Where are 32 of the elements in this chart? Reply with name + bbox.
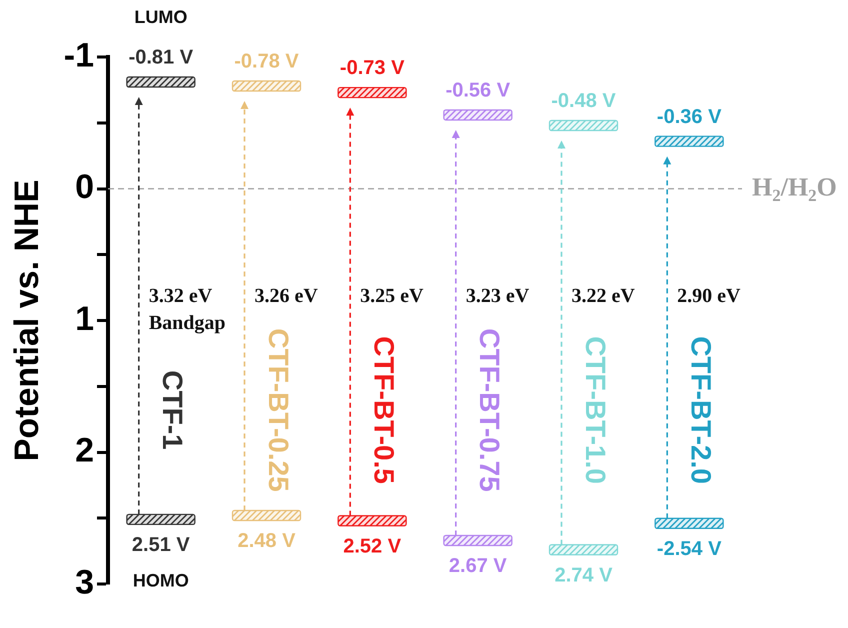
annotation: 3.32 eV Bandgap bbox=[148, 284, 226, 334]
annotation: -2.54 V bbox=[656, 538, 722, 560]
data-label: 2.74 V bbox=[554, 564, 614, 586]
x-tick-label: CTF-BT-0.5 bbox=[368, 336, 400, 484]
x-tick-label: CTF-BT-0.75 bbox=[474, 328, 506, 492]
data-label: 2.48 V bbox=[238, 530, 296, 552]
annotation: 3.23 eV bbox=[466, 284, 530, 307]
x-tick-label: CTF-1 bbox=[157, 370, 188, 450]
text: LUMO bbox=[134, 7, 188, 27]
x-tick-label: CTF-BT-1.0 bbox=[580, 336, 611, 484]
annotation: 2.90 eV bbox=[677, 284, 742, 307]
y-tick-label: 3 bbox=[75, 563, 94, 602]
y-tick-label: -1 bbox=[64, 36, 94, 74]
x-tick-label: CTF-BT-2.0 bbox=[685, 336, 716, 484]
data-label: -0.73 V bbox=[340, 57, 406, 80]
annotation: 3.22 eV bbox=[572, 284, 636, 307]
data-label: -0.78 V bbox=[234, 50, 300, 72]
text: HOMO bbox=[132, 570, 189, 590]
y-tick-label: 2 bbox=[75, 432, 94, 470]
y-axis-title: Potential vs. NHE bbox=[8, 180, 46, 462]
data-label: 2.52 V bbox=[343, 535, 402, 558]
annotation: 3.25 eV bbox=[360, 284, 424, 307]
data-label: -0.48 V bbox=[551, 90, 616, 112]
annotation: 3.26 eV bbox=[254, 284, 318, 307]
data-label: -0.36 V bbox=[656, 106, 722, 128]
data-label: 2.51 V bbox=[132, 534, 190, 556]
y-tick-label: 1 bbox=[75, 300, 94, 338]
x-tick-label: CTF-BT-0.25 bbox=[262, 328, 294, 492]
y-tick-label: 0 bbox=[75, 168, 94, 206]
data-label: 2.67 V bbox=[448, 555, 508, 578]
data-label: -0.81 V bbox=[128, 46, 194, 69]
data-label: -0.56 V bbox=[446, 79, 511, 102]
